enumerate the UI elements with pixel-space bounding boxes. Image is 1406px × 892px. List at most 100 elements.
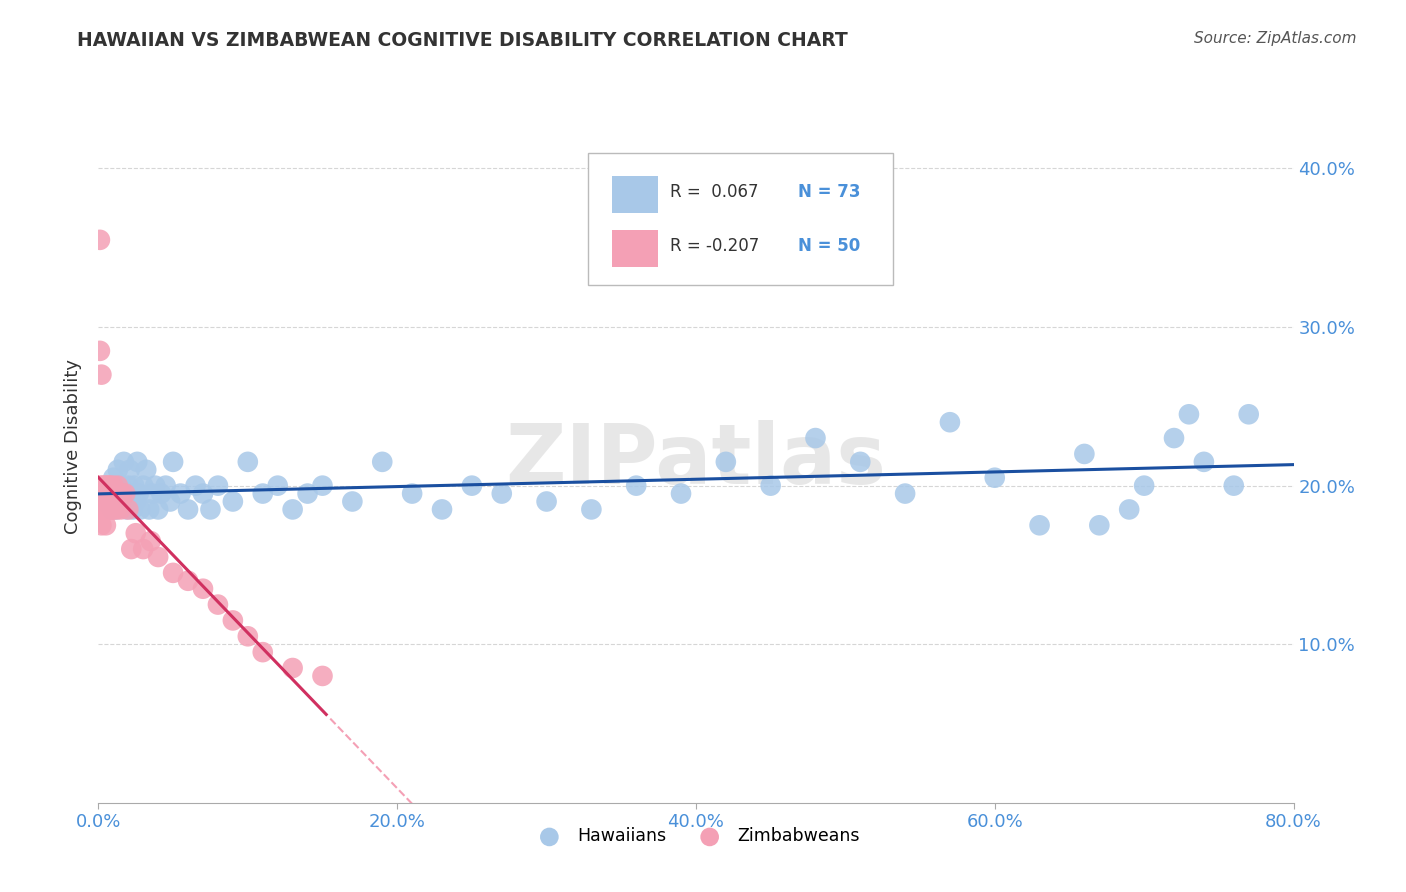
Point (120, 486, 142, 500)
Point (191, 582, 214, 596)
Point (89, 343, 111, 358)
Point (98, 486, 122, 500)
Point (281, 502, 304, 516)
Point (1163, 431, 1185, 445)
Point (430, 502, 453, 516)
Point (371, 455, 394, 469)
Point (118, 463, 141, 477)
Point (125, 526, 148, 541)
Point (94, 494, 117, 508)
Point (97, 486, 120, 500)
Point (162, 566, 184, 580)
Text: R =  0.067: R = 0.067 (669, 183, 758, 201)
Point (96, 486, 118, 500)
Point (103, 502, 125, 516)
Point (129, 502, 152, 516)
Point (93, 478, 115, 492)
Point (117, 478, 139, 492)
FancyBboxPatch shape (589, 153, 893, 285)
Point (155, 478, 177, 492)
Point (714, 455, 737, 469)
Point (94, 518, 117, 533)
Point (236, 455, 259, 469)
Point (93, 502, 115, 516)
Point (132, 478, 155, 492)
Point (94, 486, 117, 500)
Point (114, 486, 136, 500)
Y-axis label: Cognitive Disability: Cognitive Disability (65, 359, 83, 533)
Point (252, 486, 274, 500)
Point (342, 494, 364, 508)
Point (94, 494, 117, 508)
Point (107, 463, 129, 477)
Point (159, 494, 181, 508)
Point (297, 486, 319, 500)
Point (267, 478, 290, 492)
Point (207, 478, 229, 492)
Point (107, 478, 129, 492)
Point (108, 486, 131, 500)
Text: ZIPatlas: ZIPatlas (506, 420, 886, 500)
Point (536, 494, 558, 508)
Point (1073, 447, 1095, 461)
Point (103, 478, 125, 492)
Point (90, 518, 112, 533)
Point (148, 502, 170, 516)
Point (96, 478, 118, 492)
Point (138, 502, 160, 516)
Point (101, 502, 124, 516)
Point (97, 486, 120, 500)
Point (252, 645, 274, 659)
Point (104, 486, 127, 500)
Point (177, 502, 200, 516)
Point (104, 486, 127, 500)
Point (311, 669, 333, 683)
Point (110, 478, 132, 492)
Point (91, 486, 114, 500)
Text: R = -0.207: R = -0.207 (669, 236, 759, 254)
Point (125, 494, 148, 508)
Point (759, 478, 782, 492)
Point (111, 486, 134, 500)
Point (281, 661, 304, 675)
Point (222, 494, 245, 508)
Point (491, 486, 513, 500)
Point (984, 471, 1007, 485)
Point (581, 502, 603, 516)
Point (162, 455, 184, 469)
Legend: Hawaiians, Zimbabweans: Hawaiians, Zimbabweans (531, 828, 860, 846)
Point (150, 486, 173, 500)
Point (91, 478, 114, 492)
Point (105, 502, 128, 516)
Point (804, 431, 827, 445)
Point (143, 478, 166, 492)
Point (177, 574, 200, 588)
Point (626, 478, 648, 492)
Point (89, 478, 111, 492)
Point (1223, 478, 1246, 492)
Point (101, 486, 124, 500)
Point (1178, 407, 1201, 421)
Point (132, 542, 155, 557)
Text: HAWAIIAN VS ZIMBABWEAN COGNITIVE DISABILITY CORRELATION CHART: HAWAIIAN VS ZIMBABWEAN COGNITIVE DISABIL… (77, 31, 848, 50)
Point (114, 486, 136, 500)
Point (894, 486, 917, 500)
Point (127, 455, 149, 469)
Point (90, 502, 112, 516)
Point (97, 502, 120, 516)
Point (101, 502, 124, 516)
Point (93, 486, 115, 500)
Point (939, 415, 962, 429)
Point (115, 502, 138, 516)
Point (461, 478, 484, 492)
Point (112, 455, 135, 469)
Point (207, 598, 229, 612)
Point (91, 502, 114, 516)
Point (108, 486, 131, 500)
Point (1028, 518, 1050, 533)
Point (117, 502, 139, 516)
Point (91, 494, 114, 508)
Point (311, 478, 333, 492)
Point (105, 502, 128, 516)
Text: N = 73: N = 73 (797, 183, 860, 201)
